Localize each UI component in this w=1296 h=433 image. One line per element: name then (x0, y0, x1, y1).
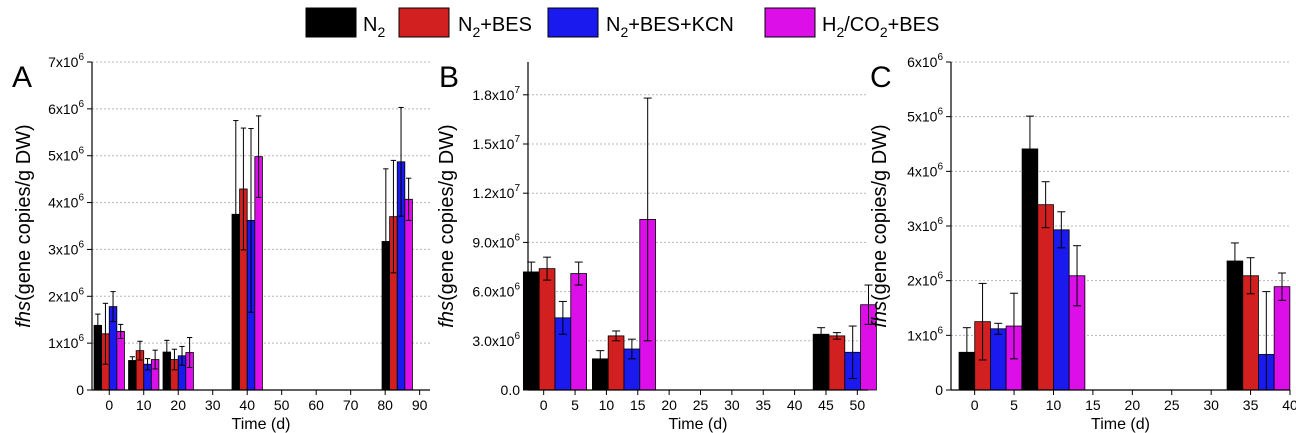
y-tick-label: 0 (76, 382, 84, 398)
x-tick-label: 5 (571, 397, 579, 413)
y-tick-label: 9.0x106 (472, 232, 520, 250)
y-tick-label: 5x106 (48, 146, 84, 164)
x-tick-label: 20 (1125, 397, 1141, 413)
x-tick-label: 40 (1282, 397, 1296, 413)
y-tick-label: 2x106 (907, 271, 943, 289)
y-axis-title: fhs(gene copies/g DW) (436, 124, 458, 327)
panel-C: 0 1x106 2x106 3x106 4x106 5x106 6x106 0 5 10 15 20 2… (869, 52, 1296, 433)
x-tick-label: 15 (1085, 397, 1101, 413)
y-tick-label: 4x106 (48, 193, 84, 211)
x-tick-label: 25 (1164, 397, 1180, 413)
y-tick-label: 3x106 (907, 216, 943, 234)
legend-label-n2: N2 (363, 14, 385, 40)
y-tick-label: 1x106 (907, 325, 943, 343)
y-tick-label: 1.2x107 (472, 183, 520, 201)
y-tick-label: 7x106 (48, 52, 84, 70)
legend-swatch-h2co2_bes (764, 7, 816, 38)
x-tick-label: 50 (274, 397, 290, 413)
y-tick-label: 6.0x106 (472, 282, 520, 300)
panel-letter: B (439, 61, 459, 94)
x-tick-label: 45 (818, 397, 834, 413)
x-tick-label: 5 (1010, 397, 1018, 413)
bar-h2co2_bes (116, 331, 125, 391)
x-tick-label: 0 (971, 397, 979, 413)
chart-panels: 0 1x106 2x106 3x106 4x106 5x106 6x106 7x106 0 10 2… (12, 52, 1296, 433)
y-tick-label: 1x106 (48, 333, 84, 351)
x-tick-label: 15 (630, 397, 646, 413)
bar-n2_bes (607, 335, 625, 391)
x-tick-label: 90 (412, 397, 428, 413)
x-tick-label: 30 (1203, 397, 1219, 413)
bar-n2_bes (538, 268, 556, 391)
x-tick-label: 0 (540, 397, 548, 413)
x-tick-label: 10 (599, 397, 615, 413)
y-tick-label: 0.0 (501, 382, 521, 398)
x-tick-label: 60 (308, 397, 324, 413)
bar-n2 (128, 360, 137, 391)
bar-n2 (812, 333, 830, 391)
y-tick-label: 1.5x107 (472, 134, 520, 152)
y-axis-title: fhs(gene copies/g DW) (13, 124, 35, 327)
bar-n2 (522, 271, 540, 391)
legend-label-n2_bes_kcn: N2+BES+KCN (606, 14, 734, 40)
panel-letter: C (870, 61, 892, 94)
y-tick-label: 0 (935, 382, 943, 398)
y-tick-label: 1.8x107 (472, 85, 520, 103)
legend-swatch-n2_bes_kcn (547, 7, 599, 38)
y-tick-label: 2x106 (48, 286, 84, 304)
panel-letter: A (12, 61, 32, 94)
bar-n2 (1021, 148, 1039, 391)
x-axis-title: Time (d) (669, 416, 728, 433)
x-tick-label: 0 (105, 397, 113, 413)
bar-n2 (1226, 260, 1244, 391)
bar-h2co2_bes (570, 273, 587, 391)
legend-swatch-n2 (305, 7, 357, 38)
bar-h2co2_bes (404, 198, 413, 391)
x-tick-label: 80 (377, 397, 393, 413)
x-tick-label: 50 (850, 397, 866, 413)
x-axis-title: Time (d) (232, 416, 291, 433)
y-tick-label: 4x106 (907, 161, 943, 179)
x-tick-label: 40 (787, 397, 803, 413)
x-tick-label: 10 (1046, 397, 1062, 413)
y-tick-label: 5x106 (907, 107, 943, 125)
panel-B: 0.0 3.0x106 6.0x106 9.0x106 1.2x107 1.5x107 1.… (436, 61, 877, 433)
legend-label-h2co2_bes: H2/CO2+BES (822, 14, 939, 40)
legend-swatch-n2_bes (398, 7, 450, 38)
bar-n2_bes (828, 335, 846, 391)
x-tick-label: 35 (1243, 397, 1259, 413)
bar-n2_bes_kcn (990, 328, 1007, 391)
x-tick-label: 20 (170, 397, 186, 413)
x-tick-label: 30 (724, 397, 740, 413)
y-tick-label: 3x106 (48, 239, 84, 257)
legend: N2 N2+BES N2+BES+KCN H2/CO2+BES (305, 7, 939, 40)
bar-n2_bes_kcn (1053, 229, 1070, 391)
panel-A: 0 1x106 2x106 3x106 4x106 5x106 6x106 7x106 0 10 2… (12, 52, 430, 433)
y-tick-label: 3.0x106 (472, 331, 520, 349)
y-axis-title: fhs(gene copies/g DW) (869, 124, 891, 327)
x-tick-label: 20 (661, 397, 677, 413)
x-tick-label: 70 (343, 397, 359, 413)
x-tick-label: 35 (755, 397, 771, 413)
x-tick-label: 10 (136, 397, 152, 413)
x-axis-title: Time (d) (1091, 416, 1150, 433)
y-tick-label: 6x106 (907, 52, 943, 70)
x-tick-label: 25 (693, 397, 709, 413)
bar-n2_bes (1037, 204, 1054, 391)
y-tick-label: 6x106 (48, 99, 84, 117)
x-tick-label: 40 (239, 397, 255, 413)
bar-h2co2_bes (1273, 286, 1291, 391)
legend-label-n2_bes: N2+BES (458, 14, 532, 40)
x-tick-label: 30 (205, 397, 221, 413)
